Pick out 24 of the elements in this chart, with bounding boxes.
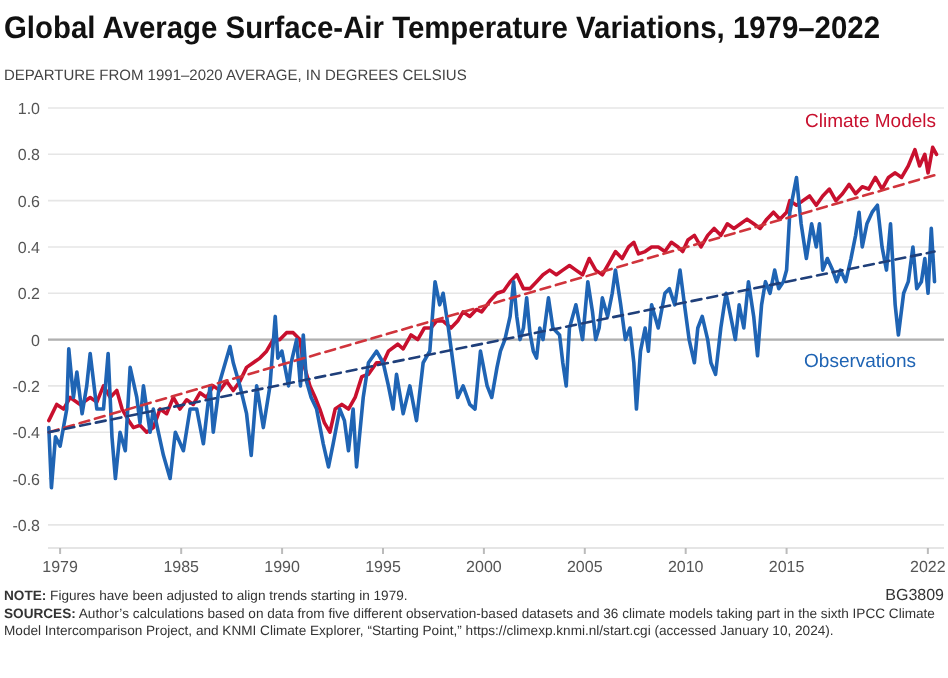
y-tick-label: 0 — [31, 331, 42, 350]
x-tick-label: 1979 — [42, 558, 80, 576]
y-tick-label: -0.4 — [12, 424, 42, 443]
chart-title: Global Average Surface-Air Temperature Variations, 1979–2022 — [4, 12, 929, 46]
y-tick-label: 0.8 — [17, 146, 42, 165]
y-tick-label: 1.0 — [17, 100, 42, 118]
line-series — [47, 175, 937, 490]
y-tick-label: -0.2 — [12, 377, 42, 396]
x-tick-label: 2015 — [768, 558, 806, 576]
y-tick-label: 0.2 — [17, 285, 42, 304]
text: BG3809 — [885, 586, 946, 604]
x-tick-label: 2022 — [910, 558, 947, 576]
y-tick-label: -0.6 — [12, 470, 42, 489]
y-tick-label: 0.4 — [17, 238, 42, 257]
y-tick-label: -0.8 — [12, 516, 42, 535]
series-label: Climate Models — [805, 111, 937, 134]
x-tick-label: 1985 — [163, 558, 201, 576]
x-tick-label: 2010 — [667, 558, 705, 576]
x-tick-label: 2000 — [466, 558, 503, 576]
y-tick-label: 0.6 — [17, 192, 42, 211]
x-tick-label: 2005 — [567, 558, 604, 576]
x-tick-label: 1990 — [264, 558, 301, 576]
x-tick-label: 1995 — [365, 558, 402, 576]
series-label: Observations — [804, 350, 917, 373]
